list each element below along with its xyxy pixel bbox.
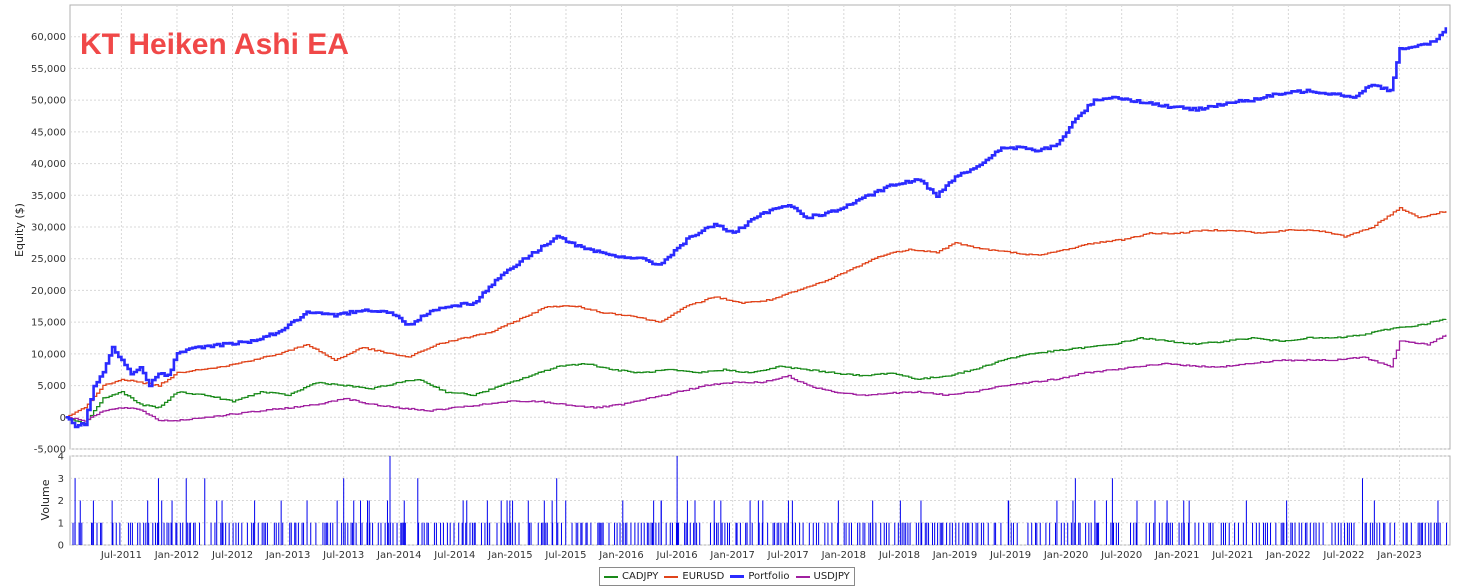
equity-y-axis-label: Equity ($) xyxy=(13,203,26,257)
equity-y-tick-label: 15,000 xyxy=(31,318,66,329)
equity-y-tick-label: -5,000 xyxy=(34,445,66,456)
series-line-portfolio xyxy=(65,27,1448,429)
legend-swatch-portfolio xyxy=(730,575,745,578)
x-tick-label: Jul-2016 xyxy=(656,550,698,561)
x-tick-label: Jan-2017 xyxy=(709,550,754,561)
legend-swatch-usdjpy xyxy=(795,575,810,578)
x-tick-label: Jul-2015 xyxy=(544,550,586,561)
equity-y-tick-label: 0 xyxy=(60,413,66,424)
legend-swatch-eurusd xyxy=(664,575,679,578)
equity-y-tick-label: 55,000 xyxy=(31,64,66,75)
x-tick-label: Jul-2018 xyxy=(878,550,920,561)
equity-y-tick-label: 60,000 xyxy=(31,32,66,43)
volume-y-axis: 0 1 2 3 4 xyxy=(58,452,64,552)
equity-grid xyxy=(70,5,1450,450)
x-axis: Jul-2011 Jan-2012 Jul-2012 Jan-2013 Jul-2013… xyxy=(100,550,1422,561)
x-tick-label: Jul-2021 xyxy=(1211,550,1253,561)
legend-label-usdjpy: USDJPY xyxy=(813,571,850,582)
volume-y-tick-label: 3 xyxy=(58,474,64,485)
legend-item-usdjpy: USDJPY xyxy=(795,571,850,582)
series-line-usdjpy xyxy=(65,334,1447,422)
x-tick-label: Jan-2020 xyxy=(1043,550,1088,561)
equity-y-tick-label: 10,000 xyxy=(31,349,66,360)
legend-swatch-cadjpy xyxy=(604,575,618,578)
volume-y-tick-label: 2 xyxy=(58,496,64,507)
volume-y-axis-label: Volume xyxy=(39,479,52,520)
x-tick-label: Jan-2018 xyxy=(821,550,866,561)
series-line-cadjpy xyxy=(65,318,1447,425)
x-tick-label: Jul-2013 xyxy=(322,550,364,561)
volume-grid xyxy=(70,455,1450,546)
x-tick-label: Jul-2017 xyxy=(767,550,809,561)
chart-title: KT Heiken Ashi EA xyxy=(80,28,349,61)
legend-label-cadjpy: CADJPY xyxy=(622,571,659,582)
x-tick-label: Jul-2012 xyxy=(211,550,253,561)
equity-series xyxy=(65,27,1448,429)
volume-bars xyxy=(72,456,1448,545)
equity-y-tick-label: 25,000 xyxy=(31,254,66,265)
volume-y-tick-label: 0 xyxy=(58,541,64,552)
x-tick-label: Jul-2011 xyxy=(100,550,142,561)
legend-item-portfolio: Portfolio xyxy=(730,571,790,582)
equity-y-tick-label: 30,000 xyxy=(31,223,66,234)
equity-y-tick-label: 50,000 xyxy=(31,96,66,107)
x-tick-label: Jul-2022 xyxy=(1322,550,1364,561)
equity-y-tick-label: 20,000 xyxy=(31,286,66,297)
legend-label-eurusd: EURUSD xyxy=(682,571,725,582)
x-tick-label: Jan-2023 xyxy=(1376,550,1421,561)
x-tick-label: Jul-2019 xyxy=(989,550,1031,561)
x-tick-label: Jul-2020 xyxy=(1100,550,1142,561)
volume-y-tick-label: 4 xyxy=(58,452,64,463)
legend-label-portfolio: Portfolio xyxy=(748,571,790,582)
series-line-eurusd xyxy=(65,207,1447,418)
x-tick-label: Jul-2014 xyxy=(433,550,475,561)
legend-item-eurusd: EURUSD xyxy=(664,571,724,582)
equity-y-tick-label: 45,000 xyxy=(31,127,66,138)
x-tick-label: Jan-2012 xyxy=(154,550,199,561)
equity-y-tick-label: 5,000 xyxy=(37,381,66,392)
x-tick-label: Jan-2022 xyxy=(1265,550,1310,561)
equity-y-tick-label: 35,000 xyxy=(31,191,66,202)
x-tick-label: Jan-2013 xyxy=(265,550,310,561)
equity-y-axis: -5,000 0 5,000 10,000 15,000 20,000 25,000 30,0… xyxy=(31,32,66,455)
volume-y-tick-label: 1 xyxy=(58,518,64,529)
x-tick-label: Jan-2021 xyxy=(1154,550,1199,561)
legend-item-cadjpy: CADJPY xyxy=(604,571,658,582)
x-tick-label: Jan-2015 xyxy=(487,550,532,561)
chart-legend: CADJPY EURUSD Portfolio USDJPY xyxy=(599,567,855,586)
x-tick-label: Jan-2016 xyxy=(598,550,643,561)
equity-y-tick-label: 40,000 xyxy=(31,159,66,170)
x-tick-label: Jan-2014 xyxy=(376,550,421,561)
x-tick-label: Jan-2019 xyxy=(932,550,977,561)
